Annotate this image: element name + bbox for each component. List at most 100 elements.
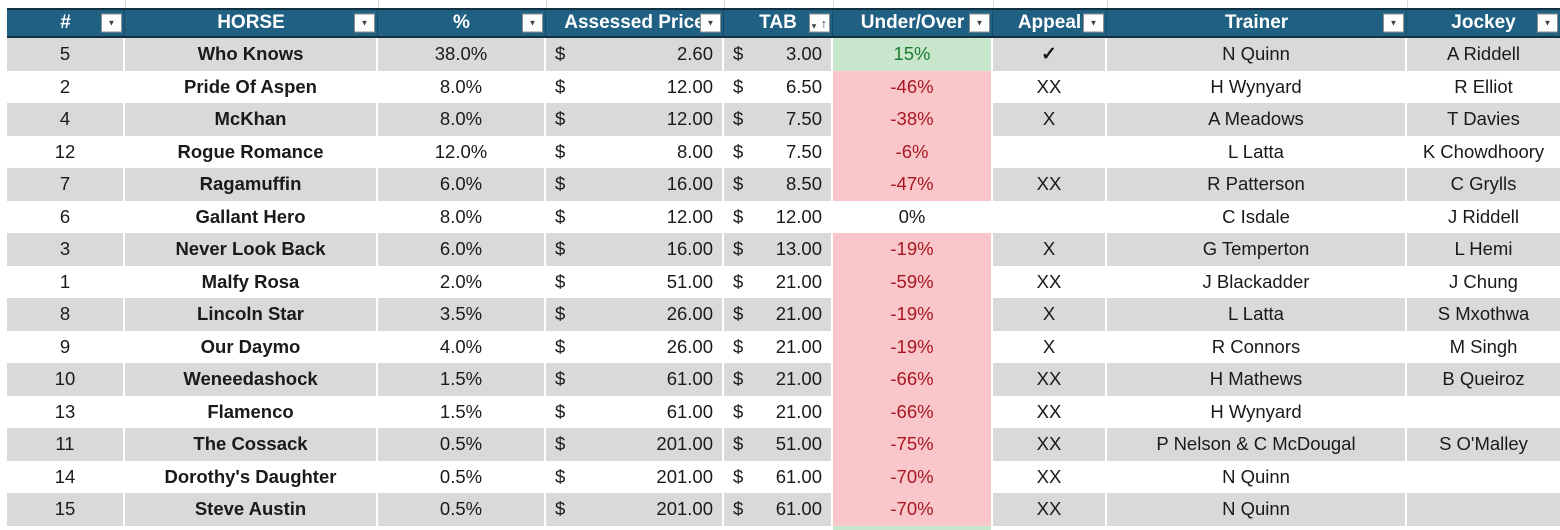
cell-pct[interactable]: 1.5% [378,363,546,396]
cell-appeal[interactable]: XX [993,460,1107,493]
cell-num[interactable]: 8 [7,298,125,331]
cell-jockey[interactable]: A Riddell [1446,43,1520,65]
cell-jockey[interactable]: J Chung [1449,270,1518,292]
cell-horse[interactable]: Gallant Hero [125,200,378,233]
cell-num[interactable]: 11 [7,428,125,461]
cell-trainer[interactable]: A Meadows [1107,103,1407,136]
cell-under-over[interactable]: -6% [833,135,993,168]
cell-horse[interactable]: Steve Austin [125,493,378,526]
cell-num[interactable]: 3 [7,233,125,266]
cell-horse[interactable]: Malfy Rosa [125,265,378,298]
cell-under-over[interactable]: 0% [833,200,993,233]
cell-tab[interactable]: $21.00 [724,298,833,331]
cell-pct[interactable]: 2.0% [378,265,546,298]
cell-assessed[interactable]: $61.00 [546,395,724,428]
cell-pct[interactable]: 38.0% [378,38,546,71]
cell-jockey[interactable]: K Chowdhoory [1422,140,1545,162]
cell-trainer[interactable]: J Blackadder [1107,265,1407,298]
cell-assessed[interactable]: $8.00 [546,135,724,168]
cell-tab[interactable]: $13.00 [724,233,833,266]
filter-dropdown-button-appeal[interactable]: ▼ [1083,13,1104,33]
cell-assessed[interactable]: $16.00 [546,168,724,201]
cell-assessed[interactable]: $61.00 [546,363,724,396]
cell-under-over[interactable]: -47% [833,168,993,201]
cell-pct[interactable]: 1.5% [378,395,546,428]
cell-tab[interactable]: $6.50 [724,70,833,103]
cell-trainer[interactable]: H Mathews [1107,363,1407,396]
cell-num[interactable]: 14 [7,460,125,493]
cell-under-over[interactable]: -19% [833,298,993,331]
cell-horse[interactable]: Weneedashock [125,363,378,396]
cell-jockey[interactable]: C Grylls [1450,173,1517,195]
cell-horse[interactable]: The Cossack [125,428,378,461]
cell-appeal[interactable] [993,135,1107,168]
cell-under-over[interactable]: -59% [833,265,993,298]
cell-under-over[interactable]: -66% [833,395,993,428]
cell-trainer[interactable]: N Quinn [1107,493,1407,526]
cell-tab[interactable]: $3.00 [724,38,833,71]
header-cell-tab[interactable]: TAB ▾ ↑ [724,10,833,36]
filter-sort-ascending-button-tab[interactable]: ▾ ↑ [809,13,830,33]
header-cell-under-over[interactable]: Under/Over ▼ [833,10,993,36]
cell-under-over[interactable]: -19% [833,330,993,363]
cell-under-over[interactable]: 15% [833,38,993,71]
cell-appeal[interactable]: ✓ [993,38,1107,71]
cell-num[interactable]: 10 [7,363,125,396]
header-cell-horse[interactable]: HORSE ▼ [125,10,378,36]
cell-under-over[interactable]: -38% [833,103,993,136]
cell-assessed[interactable]: $12.00 [546,70,724,103]
cell-under-over[interactable]: -70% [833,493,993,526]
cell-num[interactable]: 9 [7,330,125,363]
cell-pct[interactable]: 8.0% [378,70,546,103]
cell-trainer[interactable]: L Latta [1107,135,1407,168]
cell-jockey[interactable] [1407,461,1560,494]
cell-horse[interactable]: Flamenco [125,395,378,428]
cell-num[interactable]: 15 [7,493,125,526]
cell-horse[interactable]: Who Knows [125,38,378,71]
cell-tab[interactable]: $12.00 [724,200,833,233]
cell-appeal[interactable]: XX [993,428,1107,461]
cell-appeal[interactable]: XX [993,168,1107,201]
cell-jockey[interactable] [1407,396,1560,429]
cell-assessed[interactable]: $201.00 [546,428,724,461]
cell-under-over[interactable]: -66% [833,363,993,396]
header-cell-assessed[interactable]: Assessed Price ▼ [546,10,724,36]
cell-trainer[interactable]: N Quinn [1107,38,1407,71]
cell-pct[interactable]: 3.5% [378,298,546,331]
cell-tab[interactable]: $61.00 [724,493,833,526]
header-cell-pct[interactable]: % ▼ [378,10,546,36]
cell-trainer[interactable]: N Quinn [1107,460,1407,493]
cell-trainer[interactable]: R Connors [1107,330,1407,363]
cell-pct[interactable]: 8.0% [378,200,546,233]
cell-assessed[interactable]: $16.00 [546,233,724,266]
cell-under-over[interactable]: -75% [833,428,993,461]
cell-tab[interactable]: $7.50 [724,135,833,168]
cell-pct[interactable]: 6.0% [378,168,546,201]
cell-num[interactable]: 6 [7,200,125,233]
cell-appeal[interactable]: XX [993,363,1107,396]
cell-appeal[interactable]: XX [993,70,1107,103]
cell-jockey[interactable]: T Davies [1447,108,1520,130]
header-cell-trainer[interactable]: Trainer ▼ [1107,10,1407,36]
cell-jockey[interactable]: B Queiroz [1442,368,1525,390]
cell-num[interactable]: 1 [7,265,125,298]
cell-assessed[interactable]: $201.00 [546,493,724,526]
cell-horse[interactable]: Never Look Back [125,233,378,266]
cell-pct[interactable]: 0.5% [378,493,546,526]
cell-assessed[interactable]: $26.00 [546,298,724,331]
cell-num[interactable]: 4 [7,103,125,136]
cell-appeal[interactable] [993,200,1107,233]
filter-dropdown-button-jockey[interactable]: ▼ [1537,13,1558,33]
filter-dropdown-button-pct[interactable]: ▼ [522,13,543,33]
cell-assessed[interactable]: $201.00 [546,460,724,493]
cell-assessed[interactable]: $2.60 [546,38,724,71]
cell-jockey[interactable]: S Mxothwa [1437,303,1530,325]
cell-trainer[interactable]: G Temperton [1107,233,1407,266]
cell-horse[interactable]: Rogue Romance [125,135,378,168]
cell-under-over[interactable]: -19% [833,233,993,266]
cell-assessed[interactable]: $26.00 [546,330,724,363]
cell-tab[interactable]: $21.00 [724,395,833,428]
cell-num[interactable]: 13 [7,395,125,428]
cell-horse[interactable]: Dorothy's Daughter [125,460,378,493]
header-cell-num[interactable]: # ▼ [7,10,125,36]
